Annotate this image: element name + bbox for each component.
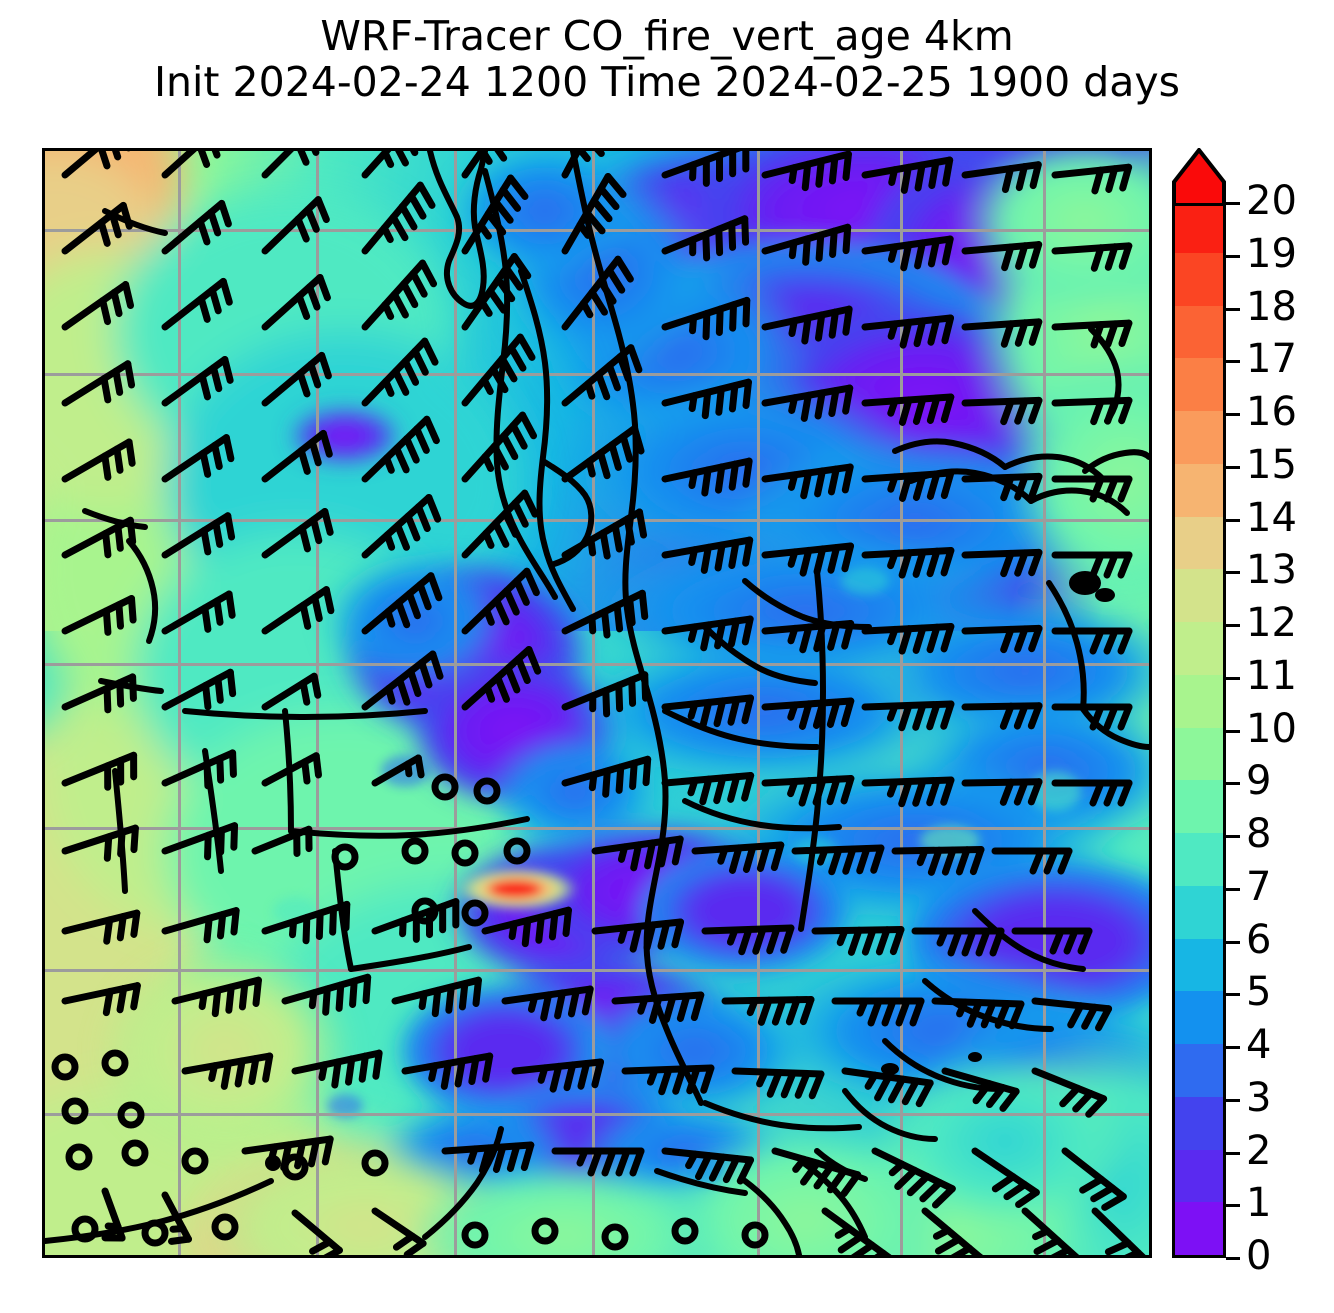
colorbar-band	[1175, 357, 1223, 411]
colorbar-tick-mark	[1226, 1257, 1240, 1260]
colorbar-overflow-arrow-icon	[1172, 148, 1226, 206]
colorbar-band	[1175, 1201, 1223, 1255]
colorbar-gradient-body	[1172, 203, 1226, 1258]
colorbar-tick-label: 14	[1246, 494, 1297, 541]
colorbar-tick-mark	[1226, 676, 1240, 680]
colorbar-tick-label: 15	[1246, 441, 1297, 488]
colorbar-tick-label: 16	[1246, 389, 1297, 435]
colorbar-band	[1175, 410, 1223, 464]
colorbar-band	[1175, 1043, 1223, 1097]
colorbar-tick-mark	[1226, 940, 1240, 944]
colorbar-tick-mark	[1226, 729, 1240, 733]
colorbar-band	[1175, 884, 1223, 939]
colorbar-tick-label: 18	[1246, 283, 1297, 330]
colorbar-tick-axis: 0 1 2 3 4 5 6 7 8 9 10 11 12 13 14 15 16 17 18 19 20	[1226, 148, 1334, 1276]
colorbar-band	[1175, 515, 1223, 570]
colorbar-tick-mark	[1226, 1098, 1240, 1102]
colorbar-band	[1175, 937, 1223, 992]
colorbar-band	[1175, 673, 1223, 728]
colorbar-band	[1175, 1148, 1223, 1203]
colorbar-tick-mark	[1226, 1151, 1240, 1155]
colorbar-tick-label: 4	[1246, 1022, 1272, 1068]
colorbar-band	[1175, 462, 1223, 517]
fire-hotspot-marker	[455, 867, 579, 911]
colorbar-band	[1175, 726, 1223, 781]
colorbar-band	[1175, 621, 1223, 675]
colorbar-tick-label: 7	[1246, 863, 1272, 910]
colorbar-tick-label: 9	[1246, 758, 1272, 805]
colorbar-band	[1175, 568, 1223, 622]
colorbar-band	[1175, 206, 1223, 253]
colorbar-tick-label: 10	[1246, 705, 1297, 752]
colorbar-tick-label: 11	[1246, 652, 1297, 699]
colorbar-band	[1175, 779, 1223, 833]
colorbar-tick-mark	[1226, 307, 1240, 311]
colorbar-tick-label: 1	[1246, 1180, 1272, 1227]
colorbar-tick-mark	[1226, 465, 1240, 469]
colorbar-band	[1175, 304, 1223, 359]
colorbar[interactable]	[1172, 148, 1226, 1258]
colorbar-tick-label: 5	[1246, 969, 1272, 1016]
colorbar-tick-mark	[1226, 413, 1240, 416]
colorbar-band	[1175, 990, 1223, 1044]
colorbar-tick-label: 19	[1246, 230, 1297, 277]
colorbar-band	[1175, 251, 1223, 306]
colorbar-band	[1175, 832, 1223, 886]
colorbar-tick-label: 2	[1246, 1127, 1272, 1174]
colorbar-tick-mark	[1226, 835, 1240, 838]
map-plot-panel[interactable]	[42, 148, 1152, 1258]
colorbar-tick-label: 6	[1246, 916, 1272, 963]
colorbar-tick-label: 20	[1246, 178, 1297, 224]
colorbar-tick-label: 13	[1246, 547, 1297, 594]
colorbar-tick-mark	[1226, 1046, 1240, 1049]
colorbar-tick-mark	[1226, 202, 1240, 205]
figure-title-line-1: WRF-Tracer CO_fire_vert_age 4km	[320, 12, 1014, 60]
figure-title-block: WRF-Tracer CO_fire_vert_age 4km Init 202…	[0, 12, 1334, 106]
colorbar-tick-label: 12	[1246, 600, 1297, 646]
colorbar-tick-mark	[1226, 887, 1240, 891]
colorbar-tick-mark	[1226, 624, 1240, 627]
colorbar-tick-mark	[1226, 571, 1240, 575]
figure-subtitle-line-2: Init 2024-02-24 1200 Time 2024-02-25 190…	[153, 57, 1181, 106]
colorbar-band	[1175, 1095, 1223, 1150]
colorbar-tick-label: 0	[1246, 1233, 1272, 1279]
colorbar-tick-mark	[1226, 1204, 1240, 1208]
colorbar-tick-mark	[1226, 254, 1240, 258]
colorbar-tick-mark	[1226, 782, 1240, 786]
colorbar-tick-label: 17	[1246, 336, 1297, 383]
colorbar-tick-label: 8	[1246, 811, 1272, 857]
tracer-age-contour-fill	[45, 151, 1149, 1255]
colorbar-tick-mark	[1226, 518, 1240, 522]
colorbar-tick-mark	[1226, 360, 1240, 364]
tracer-age-shaded-field	[45, 151, 1149, 1255]
colorbar-tick-mark	[1226, 993, 1240, 997]
colorbar-tick-label: 3	[1246, 1074, 1272, 1121]
